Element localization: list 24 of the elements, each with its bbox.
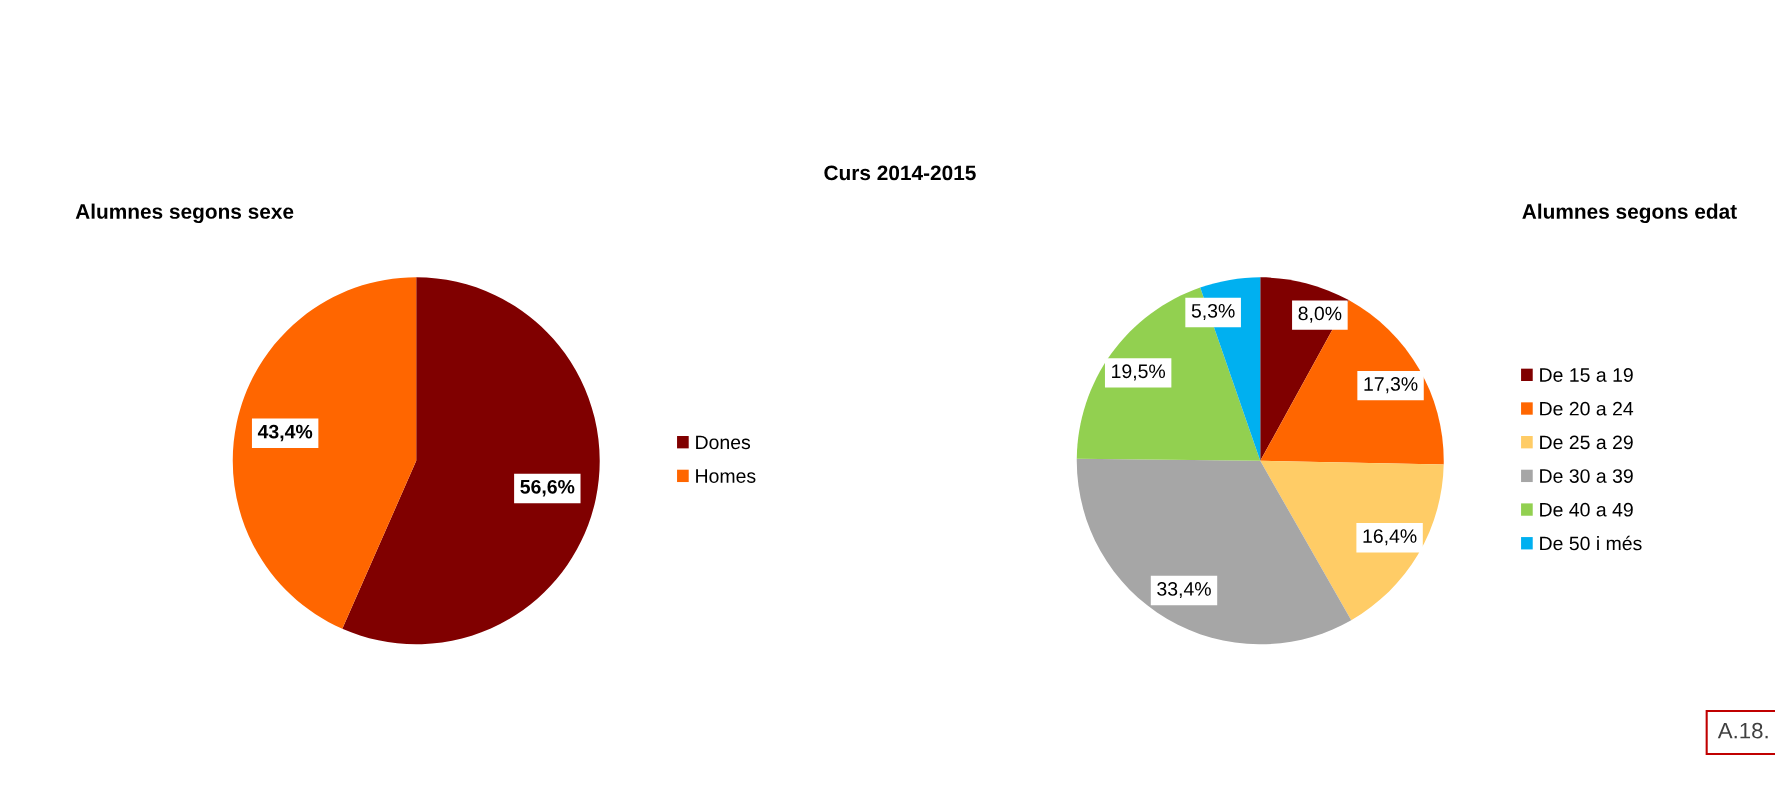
- legend-label: De 40 a 49: [1540, 502, 1633, 517]
- legend-label: Dones: [696, 435, 751, 450]
- text: A.18.: [1717, 722, 1768, 739]
- legend-label: De 25 a 29: [1540, 435, 1633, 450]
- data-label: 5,3%: [1191, 303, 1235, 320]
- data-label: 8,0%: [1298, 306, 1342, 323]
- pie-slice: [342, 277, 600, 645]
- legend-label: De 30 a 39: [1540, 469, 1633, 483]
- data-label: 19,5%: [1112, 364, 1166, 381]
- legend-label: De 15 a 19: [1540, 368, 1633, 382]
- pie-slice: [1076, 458, 1352, 645]
- pie-slice: [232, 277, 417, 629]
- data-label: 16,4%: [1363, 529, 1417, 546]
- chart-title: Alumnes segons sexe: [75, 203, 294, 224]
- text: Curs 2014-2015: [824, 165, 976, 181]
- chart-title: Alumnes segons edat: [1522, 203, 1737, 224]
- data-label: 56,6%: [520, 479, 575, 497]
- data-label: 33,4%: [1157, 582, 1211, 599]
- data-label: 43,4%: [257, 424, 313, 442]
- data-label: 17,3%: [1364, 377, 1418, 394]
- legend-label: Homes: [696, 469, 756, 483]
- legend-label: De 20 a 24: [1540, 401, 1634, 416]
- legend-label: De 50 i més: [1540, 535, 1642, 551]
- pie-slice: [1260, 460, 1444, 621]
